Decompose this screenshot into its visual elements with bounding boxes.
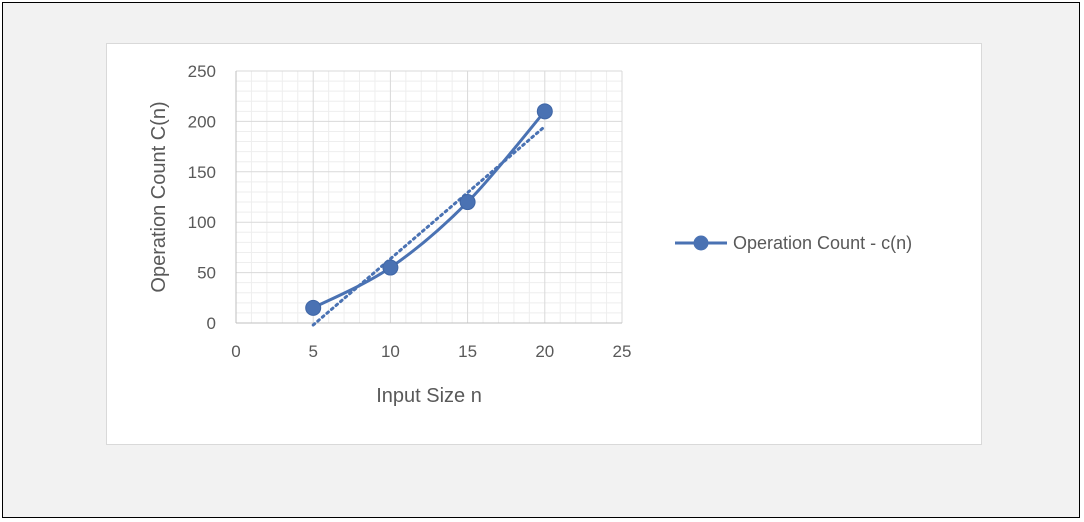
y-axis-title: Operation Count C(n): [148, 101, 170, 292]
data-point: [536, 103, 553, 120]
legend: Operation Count - c(n): [675, 233, 912, 253]
data-point: [459, 194, 476, 211]
x-tick-label: 10: [381, 342, 400, 361]
y-tick-label: 100: [188, 213, 216, 232]
x-tick-label: 20: [535, 342, 554, 361]
linear-trendline: [311, 124, 547, 327]
x-tick-label: 5: [308, 342, 317, 361]
y-tick-label: 250: [188, 62, 216, 81]
x-tick-label: 25: [613, 342, 632, 361]
data-point: [382, 259, 399, 276]
y-tick-label: 200: [188, 112, 216, 131]
legend-marker-swatch: [693, 235, 709, 251]
data-point: [305, 299, 322, 316]
y-tick-label: 150: [188, 163, 216, 182]
legend-label: Operation Count - c(n): [733, 233, 912, 253]
x-tick-label: 15: [458, 342, 477, 361]
x-axis-title: Input Size n: [376, 385, 482, 407]
axes: [235, 71, 622, 324]
x-tick-label: 0: [231, 342, 240, 361]
grid: [235, 70, 623, 324]
y-tick-label: 50: [197, 264, 216, 283]
series-line: [312, 110, 546, 310]
series-layer: [305, 103, 553, 327]
y-tick-label: 0: [207, 314, 216, 333]
